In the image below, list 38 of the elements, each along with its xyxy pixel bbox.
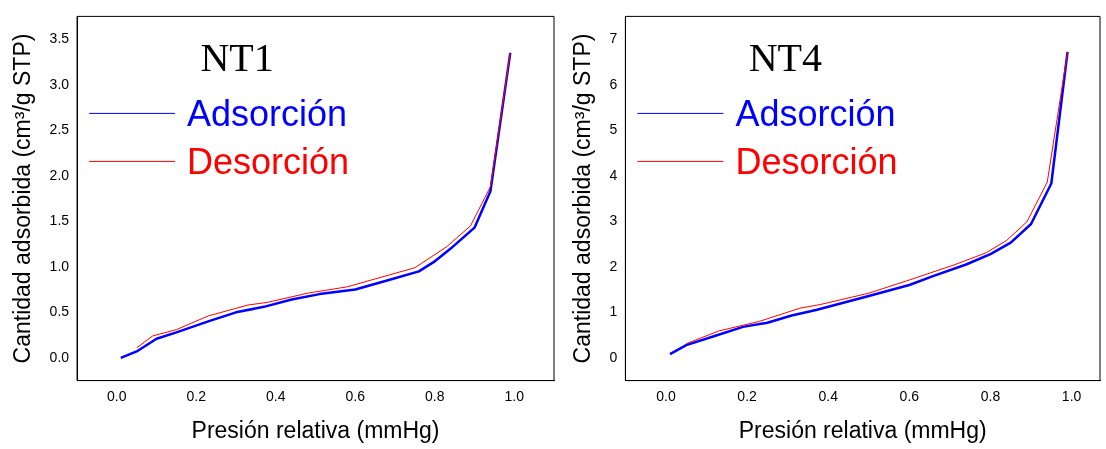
x-tick-label: 0.6 — [899, 387, 920, 404]
x-axis-title: Presión relativa (mmHg) — [738, 416, 987, 443]
x-tick-label: 0.2 — [186, 387, 207, 404]
y-tick-label: 3 — [609, 212, 618, 229]
text: NT4 — [748, 34, 823, 80]
x-tick-label: 0.4 — [818, 387, 839, 404]
y-tick-label: 0.5 — [49, 303, 70, 320]
y-tick-label: 6 — [609, 75, 618, 92]
x-tick-label: 0.6 — [345, 387, 366, 404]
y-axis-title: Cantidad adsorbida (cm³/g STP) — [9, 33, 36, 364]
y-tick-label: 1.0 — [49, 257, 70, 274]
y-tick-label: 1 — [609, 303, 618, 320]
y-tick-label: 0.0 — [49, 348, 70, 365]
y-tick-label: 2.5 — [49, 121, 70, 138]
x-tick-label: 0.0 — [656, 387, 676, 404]
y-tick-label: 7 — [609, 30, 618, 47]
y-tick-label: 0 — [609, 348, 618, 365]
legend-label: Adsorción — [735, 93, 896, 135]
text: NT1 — [200, 34, 274, 80]
x-tick-label: 0.8 — [980, 387, 1001, 404]
x-tick-label: 0.4 — [266, 387, 286, 404]
x-tick-label: 1.0 — [1061, 387, 1082, 404]
x-tick-label: 0.8 — [425, 387, 445, 404]
y-tick-label: 3.0 — [49, 75, 70, 92]
y-tick-label: 2.0 — [49, 166, 70, 183]
legend-label: Desorción — [187, 141, 350, 183]
legend-label: Desorción — [735, 141, 898, 183]
y-axis-title: Cantidad adsorbida (cm³/g STP) — [569, 33, 596, 364]
y-tick-label: 3.5 — [49, 30, 70, 47]
y-tick-label: 5 — [609, 121, 618, 138]
x-tick-label: 0.0 — [107, 387, 127, 404]
x-axis-title: Presión relativa (mmHg) — [191, 416, 440, 443]
y-tick-label: 1.5 — [49, 212, 70, 229]
y-tick-label: 4 — [609, 166, 618, 183]
x-tick-label: 0.2 — [737, 387, 758, 404]
legend-label: Adsorción — [187, 93, 348, 135]
y-tick-label: 2 — [609, 257, 618, 274]
x-tick-label: 1.0 — [504, 387, 525, 404]
